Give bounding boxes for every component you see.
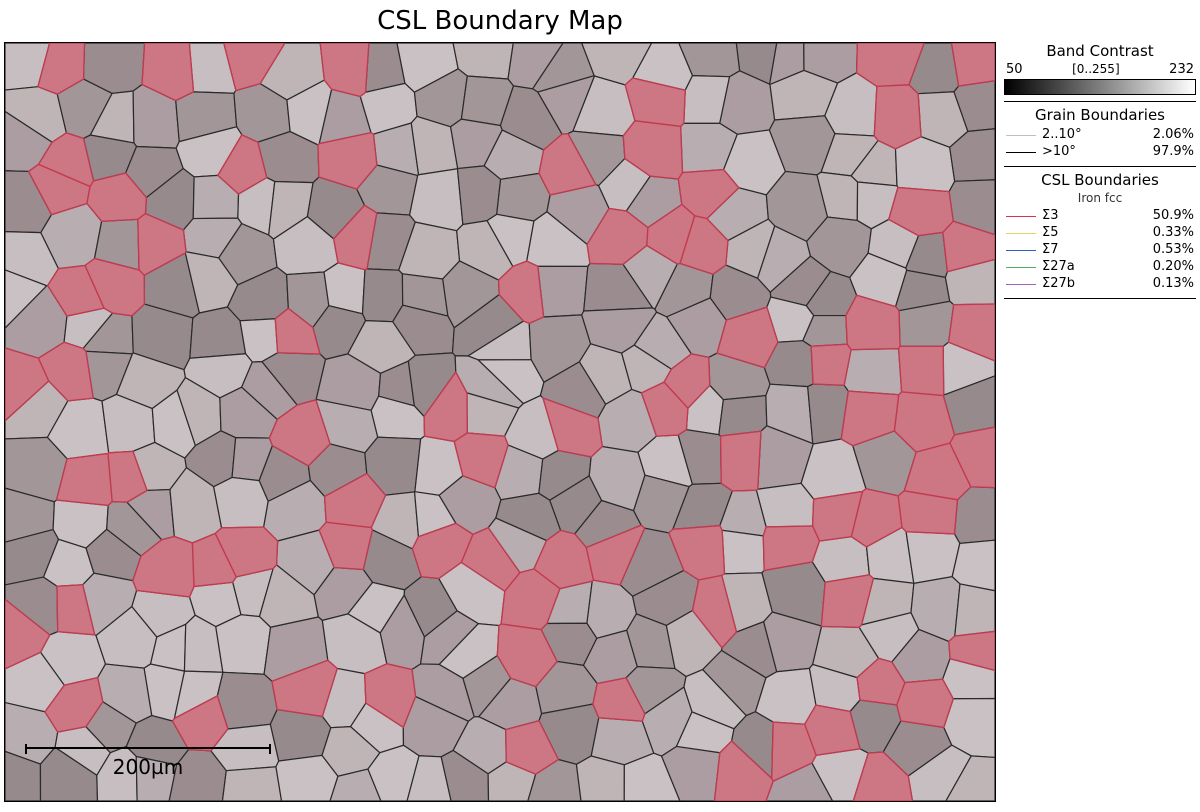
legend-swatch [1006, 210, 1036, 222]
legend-row-name: Σ7 [1042, 242, 1140, 257]
legend-separator [1004, 166, 1196, 167]
band-contrast-max: 232 [1169, 62, 1194, 77]
legend-row: Σ5 0.33% [1004, 224, 1196, 241]
legend-row: 2..10° 2.06% [1004, 126, 1196, 143]
legend-swatch [1006, 244, 1036, 256]
legend-row-name: Σ27a [1042, 259, 1140, 274]
csl-boundaries-rows: Σ3 50.9% Σ5 0.33% Σ7 0.53% Σ27a 0.20% Σ27b 0.13% [1004, 207, 1196, 292]
legend-row-name: Σ5 [1042, 225, 1140, 240]
grain-boundaries-rows: 2..10° 2.06% >10° 97.9% [1004, 126, 1196, 160]
scalebar-tick-left [25, 744, 27, 754]
band-contrast-gradient [1004, 79, 1196, 95]
legend-row-value: 0.33% [1146, 225, 1194, 240]
scalebar-label: 200µm [25, 755, 271, 779]
legend-row: Σ27b 0.13% [1004, 275, 1196, 292]
legend-row-name: Σ3 [1042, 208, 1140, 223]
legend-row-name: 2..10° [1042, 127, 1140, 142]
legend-swatch [1006, 278, 1036, 290]
legend-swatch [1006, 227, 1036, 239]
legend-panel: Band Contrast 50 [0..255] 232 Grain Boun… [1004, 42, 1196, 303]
legend-row-value: 0.53% [1146, 242, 1194, 257]
boundary-map: 200µm [4, 42, 996, 802]
band-contrast-range: 50 [0..255] 232 [1004, 62, 1196, 77]
legend-swatch [1006, 129, 1036, 141]
legend-swatch [1006, 261, 1036, 273]
legend-row-name: Σ27b [1042, 276, 1140, 291]
csl-boundaries-title: CSL Boundaries [1004, 171, 1196, 189]
scalebar-tick-right [269, 744, 271, 754]
scalebar-line [25, 747, 271, 749]
legend-row: Σ7 0.53% [1004, 241, 1196, 258]
legend-row: Σ3 50.9% [1004, 207, 1196, 224]
legend-row-name: >10° [1042, 144, 1140, 159]
legend-row-value: 97.9% [1146, 144, 1194, 159]
csl-boundaries-subtitle: Iron fcc [1004, 191, 1196, 205]
legend-row: >10° 97.9% [1004, 143, 1196, 160]
legend-row-value: 0.20% [1146, 259, 1194, 274]
legend-swatch [1006, 146, 1036, 158]
legend-row-value: 2.06% [1146, 127, 1194, 142]
legend-row-value: 50.9% [1146, 208, 1194, 223]
band-contrast-rangelabel: [0..255] [1072, 62, 1120, 76]
legend-row: Σ27a 0.20% [1004, 258, 1196, 275]
grain-boundaries-title: Grain Boundaries [1004, 106, 1196, 124]
boundary-map-svg [5, 43, 995, 801]
band-contrast-min: 50 [1006, 62, 1023, 77]
legend-separator [1004, 101, 1196, 102]
band-contrast-title: Band Contrast [1004, 42, 1196, 60]
scalebar: 200µm [25, 747, 271, 779]
legend-row-value: 0.13% [1146, 276, 1194, 291]
page-title: CSL Boundary Map [0, 6, 1000, 36]
legend-separator [1004, 298, 1196, 299]
